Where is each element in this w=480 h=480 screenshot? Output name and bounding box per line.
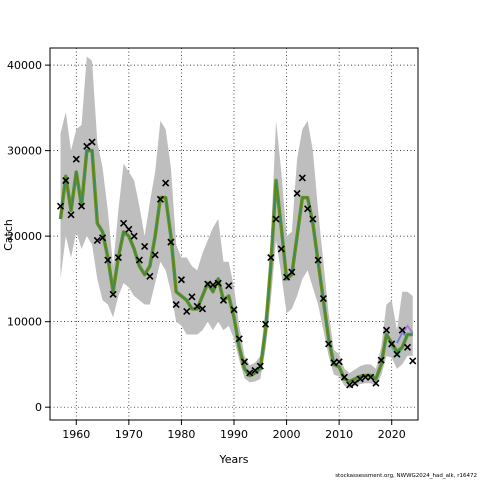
observed-point (114, 253, 122, 262)
observed-point (67, 211, 75, 219)
observed-point (183, 307, 191, 315)
observed-point (319, 294, 327, 303)
observed-point (188, 293, 196, 301)
observed-point (261, 320, 270, 328)
observed-point (151, 251, 159, 259)
observed-point (267, 253, 275, 262)
observed-point (235, 335, 243, 343)
observed-point (72, 155, 80, 163)
observed-point (283, 273, 291, 281)
observed-point (172, 300, 180, 309)
x-tick-label: 2000 (273, 428, 301, 441)
observed-point (388, 340, 396, 348)
observed-point (99, 234, 107, 242)
observed-point (209, 281, 217, 289)
observed-point (382, 326, 391, 334)
observed-point (246, 369, 254, 377)
observed-point (372, 379, 380, 387)
y-tick-label: 10000 (7, 316, 42, 329)
observed-point (93, 236, 101, 244)
x-tick-label: 1970 (115, 428, 143, 441)
observed-point (403, 343, 412, 351)
observed-point (135, 256, 143, 264)
observed-point (272, 215, 280, 223)
x-axis-title: Years (218, 453, 248, 466)
x-tick-label: 1980 (167, 428, 195, 441)
observed-point (177, 276, 185, 284)
observed-point (130, 232, 138, 240)
observed-point (225, 282, 233, 290)
y-tick-label: 30000 (7, 145, 42, 158)
y-tick-label: 20000 (7, 230, 42, 243)
observed-point (340, 373, 348, 381)
observed-point (62, 176, 70, 185)
observed-point (193, 302, 201, 310)
observed-point (304, 205, 312, 213)
observed-point (409, 357, 417, 365)
observed-point (240, 358, 249, 366)
observed-point (77, 202, 86, 210)
observed-point (56, 202, 65, 210)
observed-point (109, 290, 117, 298)
estimate-line-inner (60, 150, 413, 383)
credit-text: stockassessment.org, NWWG2024_had_alk, r… (335, 473, 477, 479)
observed-point (230, 306, 238, 314)
y-tick-label: 40000 (7, 59, 42, 72)
y-tick-label: 0 (35, 401, 42, 414)
observed-point (356, 375, 364, 383)
observed-point (162, 179, 170, 187)
x-tick-label: 1990 (220, 428, 248, 441)
observed-point (219, 296, 228, 304)
observed-point (288, 268, 296, 276)
observed-point (325, 340, 333, 348)
observed-point (309, 215, 317, 223)
observed-point (361, 373, 369, 381)
observed-point (204, 280, 212, 288)
observed-point (125, 225, 133, 233)
observed-point (293, 189, 301, 197)
x-axis: 1960 1970 1980 1990 2000 2010 2020 (62, 420, 406, 441)
observed-point (198, 305, 207, 313)
observed-point (298, 174, 306, 182)
observed-point (314, 256, 322, 264)
observed-point (156, 195, 164, 203)
observed-point (277, 245, 285, 253)
observed-points (56, 138, 417, 389)
observed-point (146, 272, 154, 280)
x-tick-label: 2010 (325, 428, 353, 441)
observed-point (167, 238, 175, 246)
observed-point (393, 350, 401, 358)
observed-point (104, 256, 112, 264)
observed-point (120, 219, 128, 227)
observed-point (367, 373, 375, 381)
x-tick-label: 2020 (378, 428, 406, 441)
x-tick-label: 1960 (62, 428, 90, 441)
observed-point (214, 279, 222, 287)
observed-point (335, 358, 343, 366)
observed-point (377, 356, 385, 364)
observed-point (330, 359, 338, 367)
y-axis: 0 10000 20000 30000 40000 (7, 59, 50, 414)
observed-point (398, 326, 406, 334)
observed-point (141, 242, 149, 250)
observed-point (346, 381, 354, 389)
y-axis-title: Catch (2, 219, 15, 251)
observed-point (256, 362, 264, 370)
observed-point (88, 138, 96, 146)
